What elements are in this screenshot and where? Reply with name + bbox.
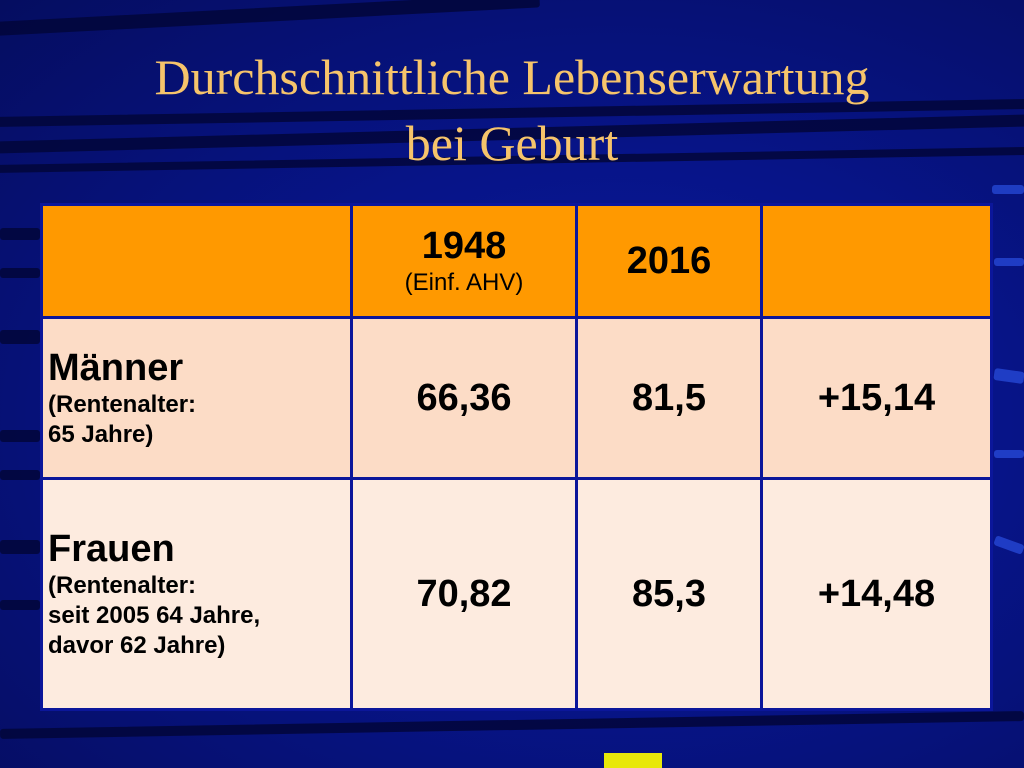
background-streak: [0, 330, 40, 344]
value-diff-maenner: +15,14: [760, 316, 993, 480]
table-header-row: 1948 (Einf. AHV) 2016: [40, 203, 993, 319]
row-label-maenner: Männer: [48, 347, 184, 389]
value-2016-maenner: 81,5: [575, 316, 763, 480]
row-note-line: (Rentenalter:: [48, 391, 197, 418]
title-line-1: Durchschnittliche Lebenserwartung: [154, 49, 870, 105]
background-streak: [0, 600, 40, 610]
header-cell-1948: 1948 (Einf. AHV): [350, 203, 578, 319]
row-label-cell: Frauen (Rentenalter: seit 2005 64 Jahre,…: [40, 477, 353, 711]
background-streak: [992, 185, 1024, 194]
background-streak: [0, 0, 540, 37]
table-row: Männer (Rentenalter: 65 Jahre) 66,36 81,…: [40, 316, 993, 480]
background-streak: [0, 540, 40, 554]
life-expectancy-table: 1948 (Einf. AHV) 2016 Männer (Rentenalte…: [40, 203, 993, 711]
background-streak: [993, 535, 1024, 555]
background-streak: [0, 711, 1024, 739]
background-streak: [0, 430, 40, 442]
background-streak: [0, 228, 40, 240]
header-year-1948: 1948: [421, 225, 507, 267]
row-label-cell: Männer (Rentenalter: 65 Jahre): [40, 316, 353, 480]
header-cell-2016: 2016: [575, 203, 763, 319]
value-diff-frauen: +14,48: [760, 477, 993, 711]
background-streak: [994, 450, 1024, 458]
row-note-line: 65 Jahre): [48, 421, 154, 448]
header-cell-diff: [760, 203, 993, 319]
table-row: Frauen (Rentenalter: seit 2005 64 Jahre,…: [40, 477, 993, 711]
title-line-2: bei Geburt: [405, 115, 619, 171]
value-2016-frauen: 85,3: [575, 477, 763, 711]
header-note-1948: (Einf. AHV): [404, 269, 524, 296]
value-1948-maenner: 66,36: [350, 316, 578, 480]
background-streak: [0, 268, 40, 278]
row-note-line: davor 62 Jahre): [48, 632, 226, 659]
background-streak: [0, 470, 40, 480]
value-1948-frauen: 70,82: [350, 477, 578, 711]
background-streak: [994, 258, 1024, 266]
background-streak: [993, 367, 1024, 385]
row-note-line: seit 2005 64 Jahre,: [48, 602, 261, 629]
decorative-accent-block: [604, 753, 662, 768]
slide-title: Durchschnittliche Lebenserwartung bei Ge…: [0, 44, 1024, 176]
row-label-frauen: Frauen: [48, 528, 175, 570]
header-cell-empty: [40, 203, 353, 319]
row-note-line: (Rentenalter:: [48, 572, 197, 599]
header-year-2016: 2016: [626, 240, 712, 282]
